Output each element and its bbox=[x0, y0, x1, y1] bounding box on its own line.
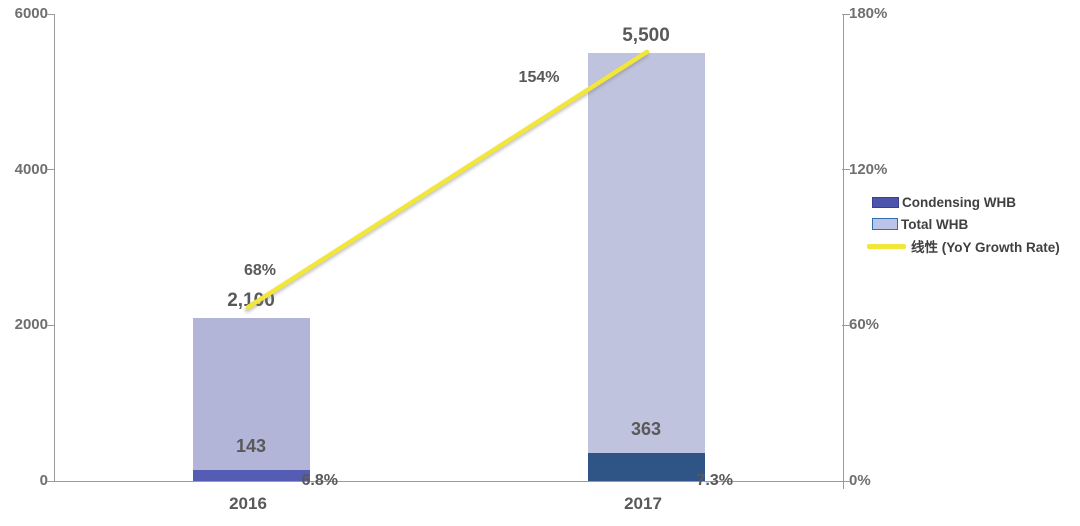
bar-condensing-whb-2017 bbox=[587, 452, 705, 481]
label-share-2016: 6.8% bbox=[301, 472, 338, 489]
left-axis-tick-6000: 6000 bbox=[14, 5, 48, 22]
left-axis-tick-4000: 4000 bbox=[14, 160, 48, 178]
axis-tick-mark bbox=[47, 324, 54, 326]
axis-tick-mark bbox=[47, 480, 54, 482]
legend-label-total: Total WHB bbox=[901, 216, 969, 232]
left-axis-tick-0: 0 bbox=[39, 472, 48, 489]
left-axis-tick-2000: 2000 bbox=[14, 316, 48, 334]
right-axis-tick-180: 180% bbox=[849, 5, 888, 22]
axis-tick-mark bbox=[842, 480, 850, 482]
axis-tick-mark bbox=[47, 169, 54, 171]
bar-total-whb-2017 bbox=[587, 52, 705, 481]
bar-condensing-whb-2016 bbox=[192, 469, 310, 481]
label-share-2017: 7.3% bbox=[696, 472, 733, 489]
condensing-whb-swatch-icon bbox=[872, 196, 899, 208]
label-growth-2016: 68% bbox=[243, 262, 277, 279]
legend-item-condensing-whb: Condensing WHB bbox=[866, 191, 1060, 213]
category-label-2017: 2017 bbox=[624, 494, 662, 513]
category-label-2016: 2016 bbox=[229, 494, 267, 513]
right-axis-tick-60: 60% bbox=[849, 316, 880, 334]
axis-tick-mark bbox=[842, 169, 850, 171]
right-percent-axis-line bbox=[843, 14, 844, 489]
bar-total-whb-2016 bbox=[192, 317, 310, 481]
chart-legend: Condensing WHB Total WHB 线性 (YoY Growth … bbox=[866, 191, 1060, 257]
label-condensing-2017: 363 bbox=[630, 418, 662, 439]
total-whb-swatch-icon bbox=[872, 218, 898, 230]
legend-item-total-whb: Total WHB bbox=[866, 213, 1060, 235]
label-condensing-2016: 143 bbox=[235, 435, 267, 456]
legend-label-condensing: Condensing WHB bbox=[902, 194, 1016, 210]
left-value-axis-line bbox=[54, 14, 55, 481]
legend-label-yoy-growth: 线性 (YoY Growth Rate) bbox=[911, 240, 1060, 255]
label-total-2017: 5,500 bbox=[622, 24, 670, 46]
category-axis-line bbox=[54, 481, 843, 482]
label-total-2016: 2,100 bbox=[227, 289, 275, 311]
right-axis-tick-120: 120% bbox=[849, 160, 888, 178]
axis-tick-mark bbox=[842, 324, 850, 326]
label-growth-2017: 154% bbox=[518, 69, 560, 86]
axis-tick-mark bbox=[47, 13, 54, 15]
axis-tick-mark bbox=[842, 13, 850, 15]
yoy-growth-line-swatch-icon bbox=[867, 243, 906, 249]
legend-item-yoy-growth: 线性 (YoY Growth Rate) bbox=[866, 235, 1060, 257]
right-axis-tick-0: 0% bbox=[849, 472, 871, 489]
